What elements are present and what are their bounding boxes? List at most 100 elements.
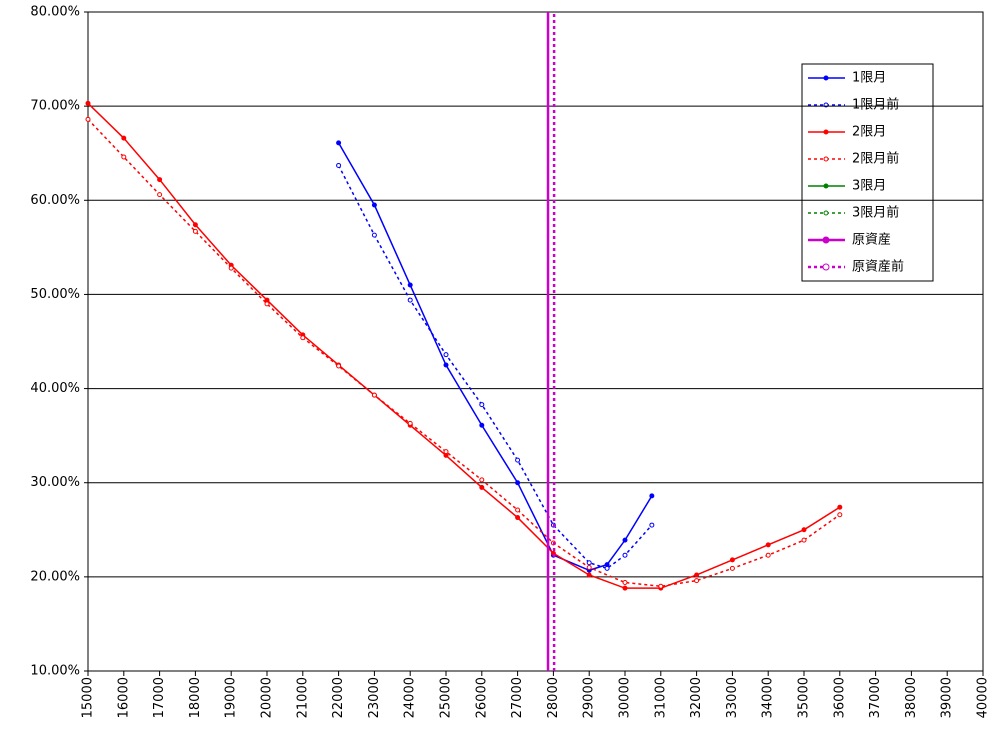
data-point [443,352,449,358]
data-point [479,477,485,483]
data-point [407,282,413,288]
data-point [407,420,413,426]
y-tick-label: 20.00% [30,569,80,584]
data-point [649,522,655,528]
x-tick-label: 16000 [116,677,131,718]
series-line [337,165,653,570]
y-tick-label: 60.00% [30,193,80,208]
x-tick-label: 18000 [188,677,203,718]
legend-marker [823,129,829,135]
data-point [479,484,485,490]
x-tick-label: 33000 [725,677,740,718]
data-point [801,527,807,533]
y-tick-label: 40.00% [30,381,80,396]
series-line [87,102,841,589]
x-tick-label: 40000 [976,677,991,718]
legend-label: 3限月 [852,179,886,194]
x-tick-label: 22000 [331,677,346,718]
data-point [801,537,807,543]
x-tick-label: 37000 [868,677,883,718]
x-tick-label: 36000 [832,677,847,718]
data-point [658,583,664,589]
data-point [586,572,592,578]
legend-box [801,63,934,282]
data-point [336,162,342,168]
legend-label: 2限月 [852,125,886,140]
data-point [586,564,592,570]
x-tick-label: 29000 [582,677,597,718]
data-point [622,552,628,558]
data-point [515,457,521,463]
data-point [765,542,771,548]
x-tick-label: 27000 [510,677,525,718]
data-point [443,449,449,455]
x-tick-label: 34000 [761,677,776,718]
data-point [694,572,700,578]
x-tick-label: 26000 [474,677,489,718]
y-tick-label: 10.00% [30,664,80,679]
data-point [336,140,342,146]
data-point [157,177,163,183]
y-tick-label: 70.00% [30,99,80,114]
data-point [586,560,592,566]
legend-marker [823,210,829,216]
data-point [371,392,377,398]
legend-label: 原資産前 [852,259,904,275]
data-point [264,301,270,307]
data-point [407,297,413,303]
x-tick-label: 21000 [295,677,310,718]
x-tick-label: 31000 [653,677,668,718]
x-tick-label: 28000 [546,677,561,718]
data-point [515,480,521,486]
data-point [121,135,127,141]
y-tick-label: 80.00% [30,5,80,20]
data-point [622,585,628,591]
x-tick-label: 30000 [618,677,633,718]
legend-label: 1限月 [852,71,886,86]
legend-marker [823,156,829,162]
x-tick-label: 32000 [689,677,704,718]
legend-marker [822,263,830,271]
data-point [336,363,342,369]
legend-label: 2限月前 [852,151,899,167]
x-tick-label: 23000 [367,677,382,718]
data-point [371,232,377,238]
data-point [515,515,521,521]
data-point [192,228,198,234]
data-point [515,507,521,513]
data-point [85,116,91,122]
data-point [479,422,485,428]
x-tick-label: 20000 [260,677,275,718]
data-point [604,565,610,571]
x-tick-label: 24000 [403,677,418,718]
data-point [765,552,771,558]
x-tick-label: 25000 [439,677,454,718]
data-point [649,493,655,499]
y-tick-label: 30.00% [30,475,80,490]
x-tick-label: 39000 [940,677,955,718]
data-point [157,192,163,198]
data-point [729,557,735,563]
data-point [622,580,628,586]
legend-marker [823,183,829,189]
legend-marker [822,236,830,244]
legend-marker [823,75,829,81]
data-point [694,578,700,584]
x-tick-label: 35000 [797,677,812,718]
data-point [443,362,449,368]
data-point [837,512,843,518]
x-tick-label: 17000 [152,677,167,718]
data-point [371,202,377,208]
x-tick-label: 19000 [224,677,239,718]
data-point [837,504,843,510]
x-tick-label: 15000 [81,677,96,718]
legend-label: 1限月前 [852,97,899,113]
series-line [87,118,841,588]
legend-label: 3限月前 [852,205,899,221]
data-point [121,154,127,160]
legend-label: 原資産 [852,232,891,248]
data-point [300,335,306,341]
